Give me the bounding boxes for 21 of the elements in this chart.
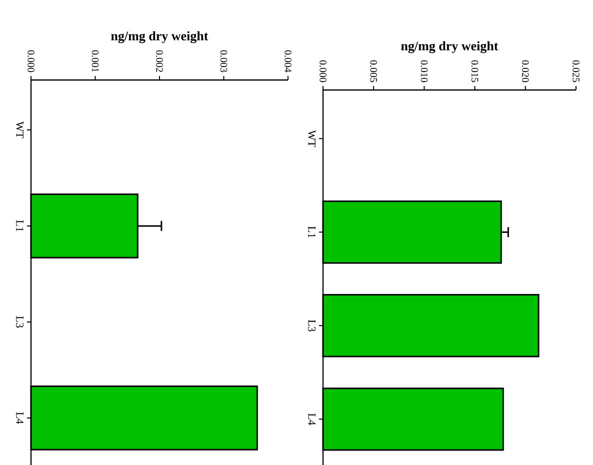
x-tick-label: 0.000: [28, 50, 34, 72]
x-tick-label: 0.004: [284, 50, 292, 72]
x-tick-label: 0.001: [92, 50, 99, 72]
x-tick-label: 0.003: [220, 50, 228, 72]
y-tick-label: L3: [16, 316, 24, 328]
y-tick-label: L4: [16, 412, 24, 424]
y-tick-label: WT: [308, 130, 316, 148]
x-tick-label: 0.025: [572, 60, 580, 82]
y-tick-label: L1: [308, 226, 316, 238]
y-tick-label: L1: [16, 220, 24, 232]
y-tick-label: L3: [308, 320, 316, 332]
x-tick-label: 0.020: [522, 60, 529, 82]
x-axis-title: ng/mg dry weight: [401, 41, 498, 54]
x-tick-label: 0.010: [420, 60, 428, 82]
x-tick-label: 0.015: [471, 60, 478, 82]
x-tick-label: 0.002: [156, 50, 163, 72]
x-axis-title: ng/mg dry weight: [111, 31, 208, 44]
x-tick-label: 0.000: [320, 60, 326, 82]
x-tick-label: 0.005: [370, 60, 377, 82]
y-tick-label: WT: [16, 121, 24, 138]
y-tick-label: L4: [308, 413, 316, 426]
